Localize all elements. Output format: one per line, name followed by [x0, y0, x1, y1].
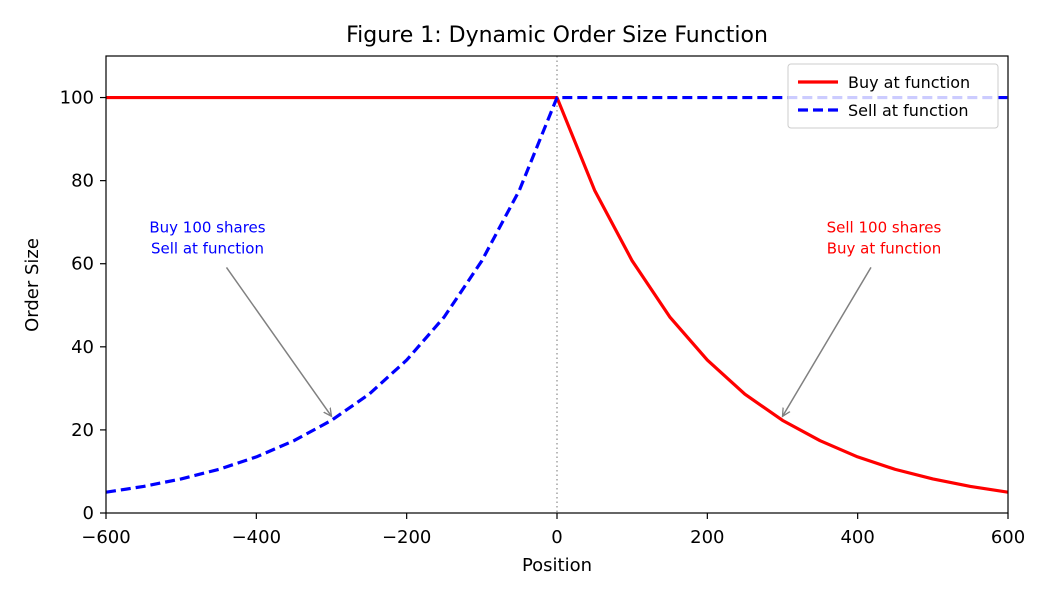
- axis-ticks: −600 −400 −200 0 200 400 600 0 20 40 60 80 100 Buy 10…: [60, 88, 1026, 548]
- plot-area: [106, 56, 1008, 513]
- y-tick-label: 20: [71, 420, 94, 441]
- x-tick-label: −600: [81, 527, 130, 548]
- y-axis-label: Order Size: [22, 238, 43, 332]
- x-tick-label: −400: [232, 527, 281, 548]
- chart-title: Figure 1: Dynamic Order Size Function: [346, 23, 768, 48]
- annotation-text-line: Sell at function: [151, 239, 264, 257]
- x-tick-label: 600: [991, 527, 1025, 548]
- x-tick-label: 0: [551, 527, 562, 548]
- x-tick-label: 200: [690, 527, 724, 548]
- legend-box: [787, 63, 999, 129]
- annotation-text-line: Buy at function: [827, 239, 942, 257]
- annotation-arrow: [783, 267, 872, 416]
- legend: Buy at function Sell at function: [787, 63, 999, 129]
- annotation-arrow: [225, 266, 331, 416]
- series-line-sell-at-function: [106, 95, 1008, 494]
- series-line-buy-at-function: [106, 95, 1008, 494]
- y-tick-label: 60: [71, 254, 94, 275]
- y-tick-label: 0: [83, 503, 94, 524]
- plot-clipped-group: [106, 56, 1008, 513]
- legend-label: Sell at function: [848, 101, 969, 120]
- y-tick-label: 40: [71, 337, 94, 358]
- annotation-text-line: Sell 100 shares: [827, 218, 942, 236]
- x-tick-label: −200: [382, 527, 431, 548]
- x-tick-label: 400: [840, 527, 874, 548]
- x-axis-label: Position: [522, 555, 592, 576]
- y-tick-label: 80: [71, 171, 94, 192]
- legend-label: Buy at function: [848, 73, 970, 92]
- y-tick-label: 100: [60, 88, 94, 109]
- annotation-text-line: Buy 100 shares: [149, 218, 265, 236]
